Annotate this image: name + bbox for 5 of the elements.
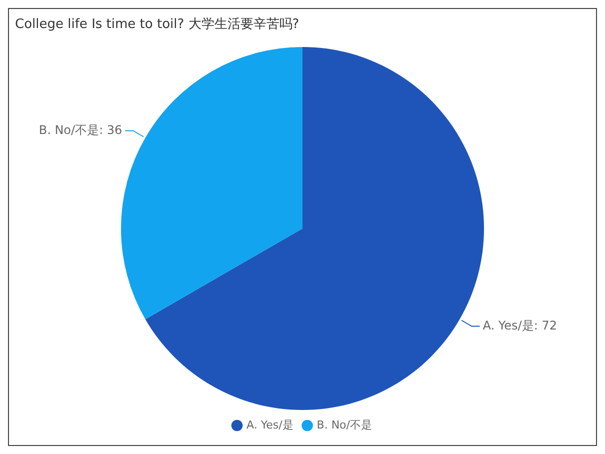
legend-label: A. Yes/是	[246, 418, 294, 432]
data-label: B. No/不是: 36	[38, 122, 122, 137]
chart-title: College life Is time to toil? 大学生活要辛苦吗?	[14, 16, 300, 34]
data-label: A. Yes/是: 72	[482, 318, 557, 332]
legend-label: B. No/不是	[316, 418, 372, 432]
